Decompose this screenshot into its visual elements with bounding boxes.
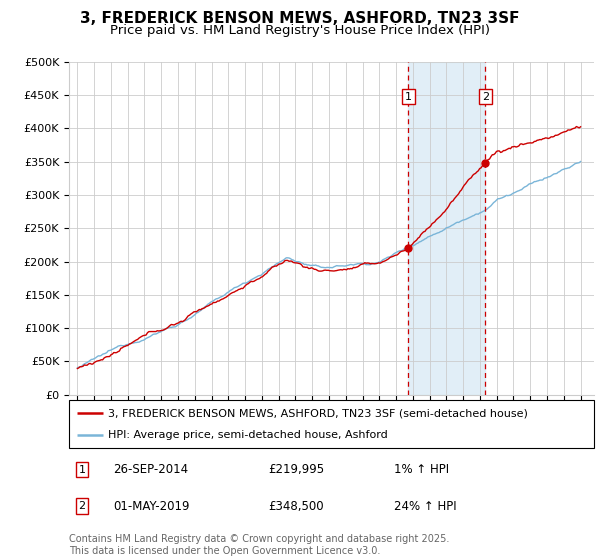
Text: 3, FREDERICK BENSON MEWS, ASHFORD, TN23 3SF: 3, FREDERICK BENSON MEWS, ASHFORD, TN23 … [80,11,520,26]
Text: 2: 2 [482,92,489,101]
Text: 1: 1 [79,465,86,475]
Text: 24% ↑ HPI: 24% ↑ HPI [395,500,457,512]
Bar [409,62,485,395]
Text: 26-SEP-2014: 26-SEP-2014 [113,463,189,476]
Text: 2: 2 [79,501,86,511]
Text: £219,995: £219,995 [269,463,325,476]
Text: 1% ↑ HPI: 1% ↑ HPI [395,463,449,476]
Text: £348,500: £348,500 [269,500,324,512]
FancyBboxPatch shape [69,400,594,448]
Text: HPI: Average price, semi-detached house, Ashford: HPI: Average price, semi-detached house,… [109,430,388,440]
Text: Contains HM Land Registry data © Crown copyright and database right 2025.
This d: Contains HM Land Registry data © Crown c… [69,534,449,556]
Text: 1: 1 [405,92,412,101]
Text: Price paid vs. HM Land Registry's House Price Index (HPI): Price paid vs. HM Land Registry's House … [110,24,490,37]
Text: 01-MAY-2019: 01-MAY-2019 [113,500,190,512]
Text: 3, FREDERICK BENSON MEWS, ASHFORD, TN23 3SF (semi-detached house): 3, FREDERICK BENSON MEWS, ASHFORD, TN23 … [109,408,528,418]
